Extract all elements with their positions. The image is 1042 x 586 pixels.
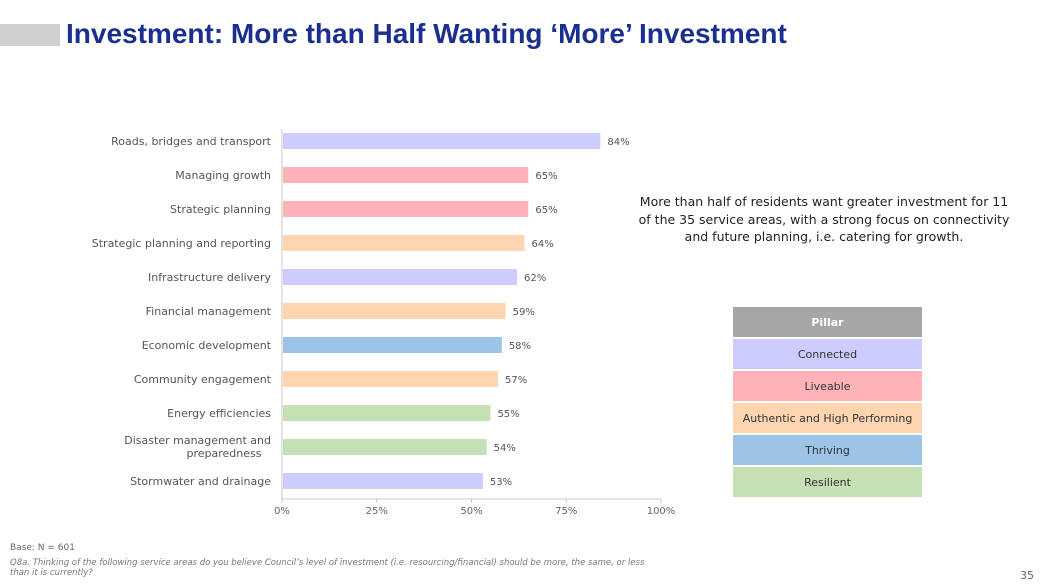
insight-text: More than half of residents want greater… (638, 194, 1010, 244)
legend-header: Pillar (733, 307, 922, 337)
data-label: 54% (494, 443, 516, 454)
data-label: 62% (524, 273, 546, 284)
data-label: 57% (505, 375, 527, 386)
category-label: Roads, bridges and transport (111, 135, 272, 148)
legend-item-resilient: Resilient (733, 467, 922, 497)
bar (283, 133, 601, 149)
x-tick-label: 75% (555, 506, 577, 517)
data-label: 58% (509, 341, 531, 352)
question-note: Q8a. Thinking of the following service a… (10, 558, 645, 578)
category-label: Strategic planning (170, 203, 271, 216)
data-label: 59% (513, 307, 535, 318)
base-note: Base: N = 601 (10, 543, 75, 553)
legend-item-authentic-high-performing: Authentic and High Performing (733, 403, 922, 433)
data-label: 53% (490, 477, 512, 488)
category-label: Stormwater and drainage (130, 475, 271, 488)
legend-item-connected: Connected (733, 339, 922, 369)
x-tick-label: 25% (366, 506, 388, 517)
category-label: Economic development (142, 339, 272, 352)
bar (283, 167, 529, 183)
legend-item-liveable: Liveable (733, 371, 922, 401)
bar (283, 439, 487, 455)
category-label: Disaster management and preparedness (124, 434, 271, 460)
data-label: 64% (532, 239, 554, 250)
bar (283, 405, 491, 421)
category-label: Energy efficiencies (167, 407, 271, 420)
bar (283, 303, 506, 319)
bar (283, 269, 517, 285)
pillar-legend: Pillar Connected Liveable Authentic and … (733, 307, 922, 499)
data-label: 55% (497, 409, 519, 420)
header-accent-bar (0, 24, 60, 46)
data-label: 84% (607, 137, 629, 148)
category-label: Infrastructure delivery (148, 271, 271, 284)
x-tick-label: 100% (647, 506, 676, 517)
bar (283, 337, 502, 353)
bar (283, 235, 525, 251)
x-tick-label: 50% (460, 506, 482, 517)
category-label: Financial management (146, 305, 272, 318)
x-tick-label: 0% (274, 506, 290, 517)
category-label: Strategic planning and reporting (92, 237, 271, 250)
bar (283, 371, 499, 387)
bar (283, 473, 483, 489)
bar (283, 201, 529, 217)
legend-item-thriving: Thriving (733, 435, 922, 465)
data-label: 65% (535, 171, 557, 182)
category-label: Managing growth (175, 169, 271, 182)
page-number: 35 (1020, 569, 1034, 582)
data-label: 65% (535, 205, 557, 216)
page-title: Investment: More than Half Wanting ‘More… (66, 18, 787, 49)
category-label: Community engagement (134, 373, 272, 386)
